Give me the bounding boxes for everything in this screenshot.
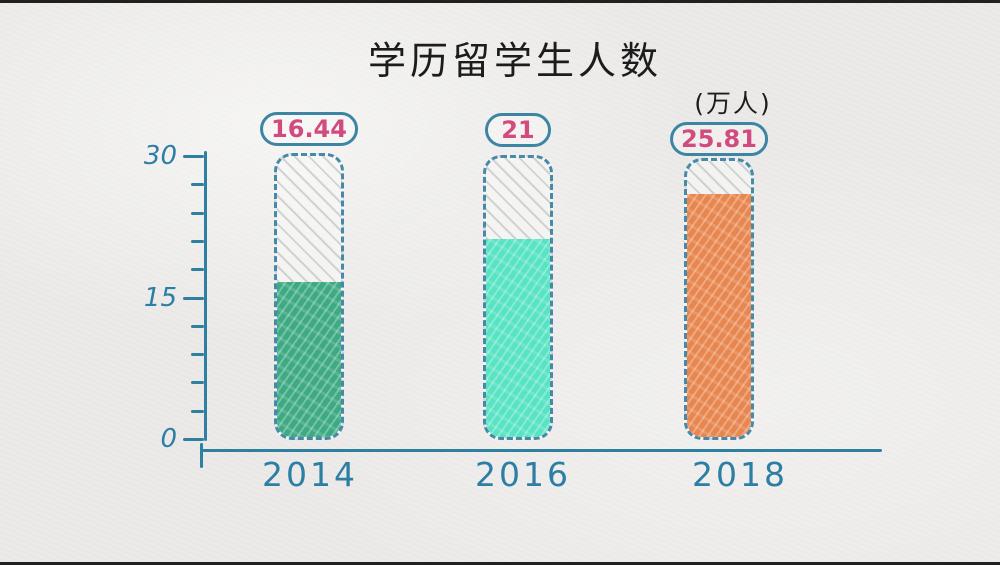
x-axis-line (200, 449, 882, 452)
y-minor-tick (191, 325, 204, 328)
chart-title: 学历留学生人数 (367, 39, 663, 83)
value-badge-2016: 21 (485, 113, 551, 147)
y-tick-label: 0 (160, 424, 177, 454)
y-tick-label: 15 (143, 282, 177, 313)
y-major-tick (183, 155, 204, 158)
bar-fill-2018 (687, 194, 751, 437)
bar-2014 (274, 153, 344, 440)
y-minor-tick (191, 353, 204, 356)
category-label-2016: 2016 (475, 455, 571, 494)
y-major-tick (183, 438, 204, 441)
bottom-film-strip (0, 562, 1000, 565)
y-minor-tick (191, 240, 204, 243)
top-film-strip (0, 0, 1000, 3)
y-minor-tick (191, 410, 204, 413)
y-minor-tick (191, 381, 204, 384)
category-label-2014: 2014 (262, 455, 358, 494)
unit-label: (万人) (694, 89, 772, 118)
bar-fill-2016 (486, 239, 550, 437)
y-axis-line (204, 151, 207, 441)
value-badge-2018: 25.81 (670, 122, 768, 156)
category-label-2018: 2018 (692, 455, 788, 494)
y-minor-tick (191, 268, 204, 271)
x-axis-left-stub (200, 443, 203, 468)
y-tick-label: 30 (143, 141, 177, 171)
bar-2018 (684, 158, 754, 440)
y-minor-tick (191, 183, 204, 186)
value-badge-2014: 16.44 (260, 112, 358, 146)
bar-fill-2014 (277, 282, 341, 437)
y-major-tick (183, 297, 204, 300)
y-minor-tick (191, 212, 204, 215)
bar-2016 (483, 155, 553, 440)
